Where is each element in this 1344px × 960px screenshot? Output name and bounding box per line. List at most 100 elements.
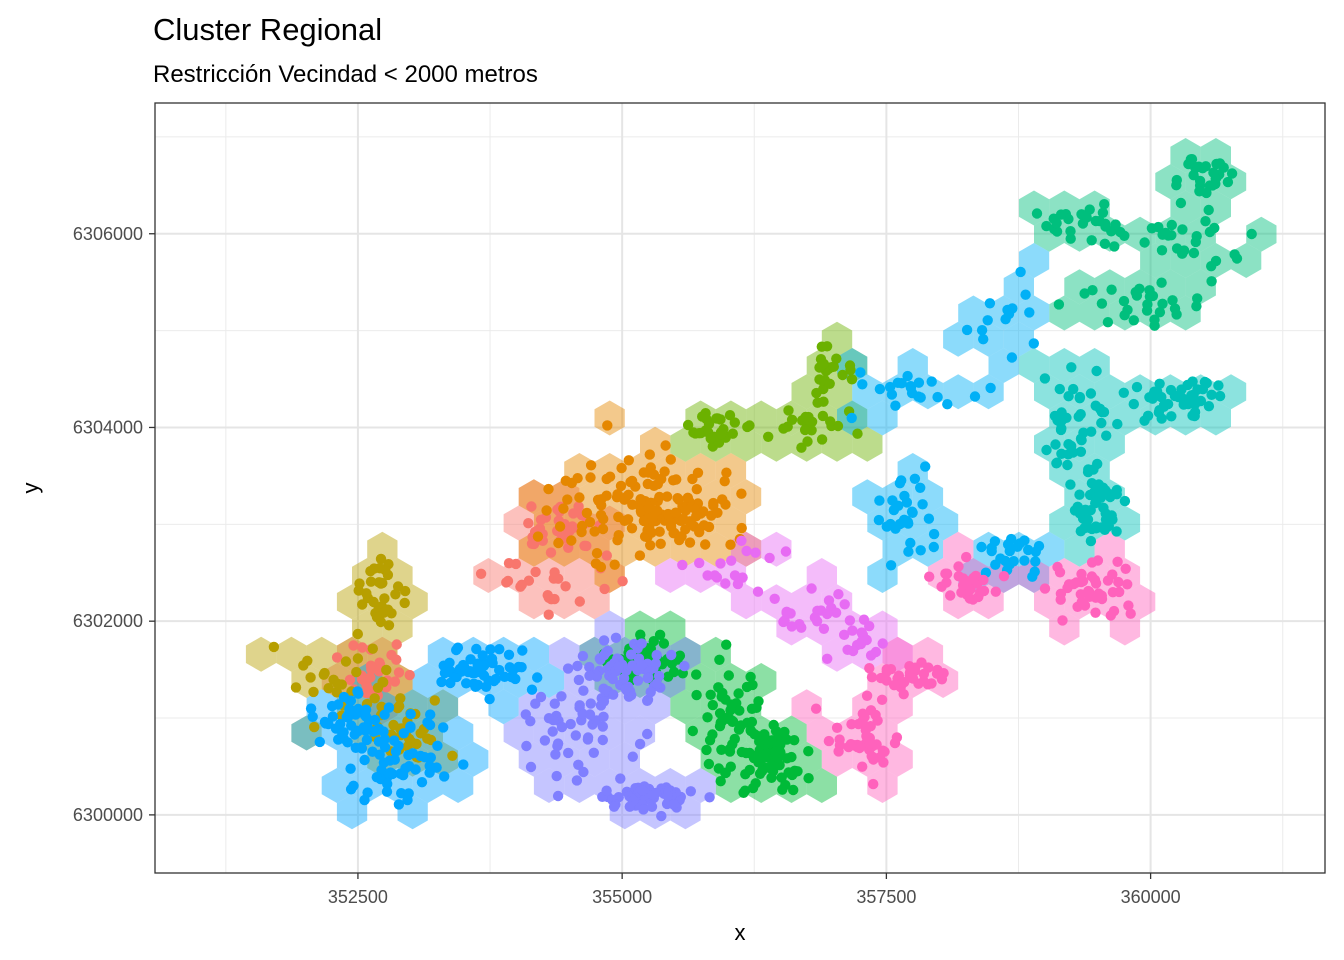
data-point (890, 400, 901, 411)
data-point (716, 744, 727, 755)
hexbin-cell (685, 558, 716, 593)
data-point (711, 413, 722, 424)
data-point (588, 747, 599, 758)
data-point (817, 359, 828, 370)
y-tick-label: 6302000 (73, 611, 143, 631)
data-point (1154, 307, 1166, 318)
data-point (704, 735, 716, 746)
data-point (368, 596, 379, 608)
hexbin-cell (321, 768, 352, 803)
data-point (1019, 555, 1030, 566)
hexbin-cell (1215, 374, 1247, 410)
data-point (382, 604, 394, 615)
data-point (378, 726, 389, 737)
data-point (978, 334, 989, 345)
data-point (425, 709, 436, 720)
data-point (817, 410, 829, 422)
hexbin-cell (382, 610, 413, 646)
data-point (1086, 478, 1098, 489)
data-point (746, 716, 758, 728)
data-point (393, 667, 405, 678)
hexbin-cell (882, 636, 913, 672)
data-point (1200, 216, 1211, 227)
data-point (857, 379, 868, 390)
data-point (691, 511, 702, 522)
data-point (961, 324, 973, 336)
data-point (736, 488, 747, 499)
data-point (1071, 577, 1082, 588)
data-point (391, 654, 402, 665)
data-point (818, 623, 830, 634)
data-point (915, 392, 926, 403)
data-point (1210, 255, 1222, 267)
data-point (923, 513, 935, 524)
data-point (694, 557, 705, 569)
data-point (697, 411, 708, 422)
data-point (634, 550, 646, 561)
data-point (915, 482, 926, 493)
data-point (674, 650, 686, 661)
data-point (595, 561, 607, 573)
data-point (359, 754, 370, 766)
data-point (1177, 224, 1188, 235)
data-point (685, 786, 696, 797)
data-point (887, 495, 898, 506)
data-point (635, 629, 646, 640)
data-point (1054, 567, 1066, 578)
data-point (356, 742, 367, 753)
data-point (1125, 608, 1136, 619)
data-point (702, 570, 713, 581)
data-point (1099, 238, 1111, 249)
data-point (928, 528, 940, 540)
data-point (361, 734, 373, 746)
hexbin-cell (730, 479, 762, 515)
hexbin-cell (503, 505, 534, 541)
data-point (616, 462, 627, 474)
data-point (374, 563, 385, 574)
data-point (766, 772, 777, 783)
hexbin-cell (518, 584, 549, 620)
data-point (494, 644, 505, 655)
data-point (543, 609, 554, 620)
data-point (1012, 541, 1023, 552)
data-point (668, 799, 679, 810)
data-point (1134, 283, 1145, 294)
data-point (677, 559, 688, 571)
data-point (1053, 299, 1065, 310)
data-point (679, 660, 690, 672)
data-point (917, 499, 928, 510)
data-point (902, 516, 914, 528)
data-point (525, 761, 537, 773)
data-point (786, 414, 798, 425)
data-point (725, 705, 736, 716)
data-point (830, 607, 842, 618)
data-point (635, 494, 646, 505)
data-point (1213, 380, 1224, 391)
data-point (532, 672, 543, 683)
data-point (361, 588, 372, 599)
data-point (477, 650, 488, 661)
data-point (816, 434, 828, 445)
data-point (833, 589, 844, 600)
data-point (1098, 502, 1109, 513)
data-point (578, 685, 589, 696)
data-point (1069, 505, 1081, 516)
data-point (541, 505, 552, 516)
data-point (648, 469, 660, 480)
data-point (309, 721, 320, 733)
data-point (579, 540, 590, 551)
data-point (822, 608, 833, 620)
data-point (598, 513, 609, 525)
hexbin-cell (1049, 348, 1080, 383)
data-point (803, 773, 814, 784)
data-point (712, 507, 723, 518)
data-point (1015, 266, 1026, 278)
data-point (783, 405, 794, 416)
data-point (1166, 411, 1177, 422)
data-point (778, 423, 789, 434)
data-point (400, 585, 411, 597)
data-point (918, 676, 929, 687)
data-point (1109, 241, 1120, 252)
data-point (745, 725, 757, 737)
data-point (1076, 597, 1087, 608)
